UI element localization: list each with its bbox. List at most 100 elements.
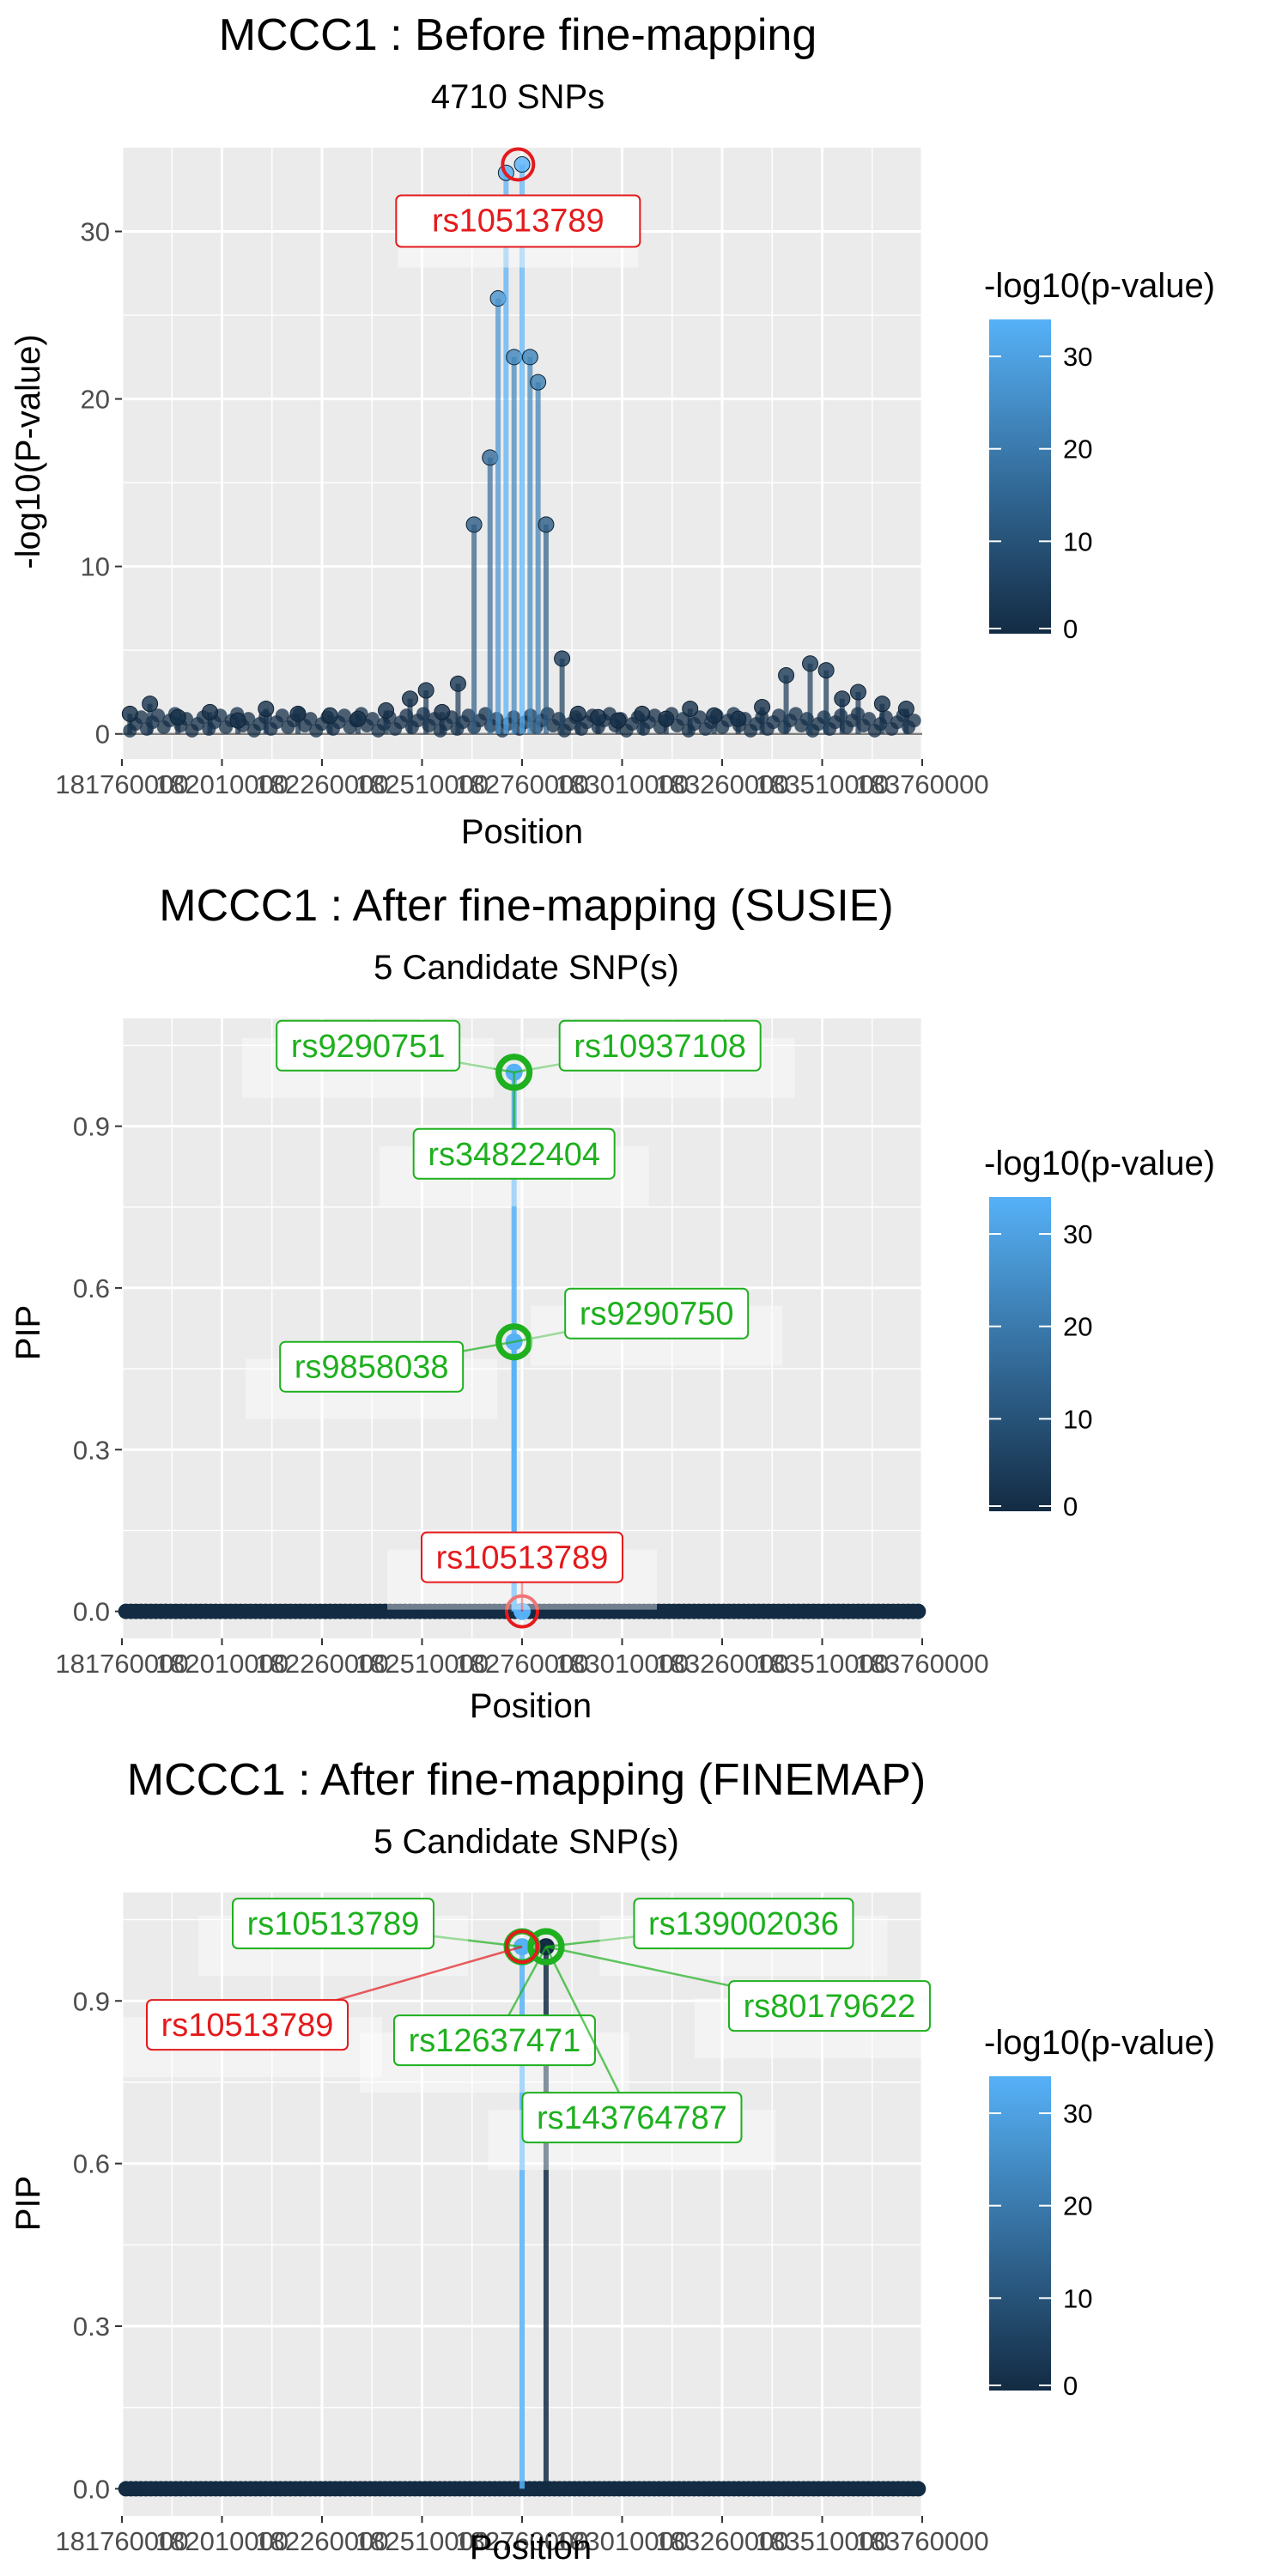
label-box: [564, 1287, 750, 1340]
snp-point: [142, 696, 159, 713]
snp-point: [754, 699, 771, 716]
x-tick-label: 183260000: [655, 1649, 788, 1679]
label-box: [521, 2092, 743, 2144]
y-tick-label: 0.9: [73, 1112, 110, 1142]
x-axis-label: Position: [461, 813, 583, 851]
x-tick-label: 181760000: [55, 769, 188, 799]
label-box: [558, 1019, 762, 1072]
x-tick-label: 182510000: [355, 769, 489, 799]
snp-point: [202, 703, 219, 720]
x-tick-label: 182760000: [455, 1649, 588, 1679]
snp-point: [910, 2481, 927, 2497]
panel-before-fine-mapping: MCCC1 : Before fine-mapping 4710 SNPs 0 1…: [9, 10, 1215, 851]
x-tick-label: 183510000: [756, 1649, 889, 1679]
chart-title: MCCC1 : After fine-mapping (FINEMAP): [127, 1755, 926, 1805]
candidate-label: rs10513789: [436, 1540, 609, 1577]
candidate-label: rs10513789: [247, 1906, 420, 1942]
candidate-label: rs80179622: [744, 1989, 916, 2025]
colorbar-tick-label: 0: [1063, 614, 1078, 644]
colorbar: 0 10 20 30: [989, 319, 1092, 644]
y-tick-label: 0.3: [73, 1435, 110, 1465]
y-tick-label: 30: [81, 217, 110, 247]
label-box: [276, 1019, 461, 1072]
snp-point: [337, 708, 352, 723]
y-tick-label: 0.0: [73, 2474, 110, 2504]
candidate-marker: [495, 1323, 533, 1361]
label-box: [232, 1898, 434, 1950]
snp-point: [590, 708, 607, 726]
y-axis-label: -log10(P-value): [9, 334, 47, 568]
label-leader: [544, 1946, 634, 2119]
candidate-label: rs143764787: [537, 2100, 727, 2136]
x-tick-label: 183010000: [556, 769, 689, 799]
y-tick-label: 0.0: [73, 1597, 110, 1627]
snp-point: [449, 675, 466, 692]
y-tick-label: 0.6: [73, 1273, 110, 1303]
plot-area: 0.00.30.60.91817600001820100001822600001…: [55, 1893, 989, 2556]
candidate-label: rs34822404: [428, 1137, 600, 1173]
snp-point: [258, 700, 275, 717]
label-box: [421, 1531, 623, 1583]
x-tick-label: 183260000: [655, 769, 788, 799]
label-box: [412, 1127, 616, 1180]
snp-point: [151, 708, 166, 723]
snp-point: [849, 683, 866, 701]
x-tick-label: 183010000: [556, 1649, 689, 1679]
snp-point: [530, 374, 547, 391]
snp-point: [402, 690, 419, 708]
snp-point: [771, 708, 786, 723]
snp-point: [569, 705, 586, 722]
label-box: [146, 1999, 349, 2051]
snp-point: [778, 666, 795, 683]
snp-point: [873, 696, 890, 713]
snp-point: [554, 650, 571, 667]
snp-point: [289, 705, 307, 722]
panel-susie: MCCC1 : After fine-mapping (SUSIE) 5 Can…: [9, 881, 1215, 1725]
snp-point: [465, 516, 483, 533]
candidate-marker: [527, 1928, 565, 1965]
y-tick-label: 0: [95, 720, 110, 750]
plot-area: 0.00.30.60.91817600001820100001822600001…: [55, 1018, 989, 1679]
colorbar-gradient: [989, 1197, 1051, 1511]
snp-point: [610, 712, 627, 729]
snp-point: [862, 712, 877, 726]
chart-subtitle: 4710 SNPs: [431, 78, 605, 116]
x-tick-label: 183260000: [655, 2526, 788, 2556]
x-tick-label: 182010000: [155, 1649, 289, 1679]
x-tick-label: 183010000: [556, 2526, 689, 2556]
label-box: [279, 1340, 465, 1393]
chart-subtitle: 5 Candidate SNP(s): [374, 949, 679, 987]
snp-point: [897, 700, 914, 717]
candidate-marker: [505, 1929, 539, 1965]
panel-finemap: MCCC1 : After fine-mapping (FINEMAP) 5 C…: [9, 1755, 1215, 2567]
colorbar-tick-label: 30: [1063, 342, 1092, 372]
snp-point: [682, 700, 699, 717]
colorbar-tick-label: 10: [1063, 1404, 1092, 1434]
candidate-label: rs9290751: [291, 1029, 446, 1065]
x-tick-label: 183760000: [855, 769, 988, 799]
snp-point: [907, 714, 921, 728]
lead-snp-label: rs10513789: [432, 204, 605, 240]
legend-title: -log10(p-value): [984, 267, 1215, 305]
x-tick-label: 182510000: [355, 2526, 489, 2556]
snp-point: [513, 156, 531, 173]
snp-point: [434, 703, 451, 720]
snp-point: [506, 349, 523, 366]
snp-point: [788, 707, 803, 721]
colorbar-tick-label: 20: [1063, 2191, 1092, 2221]
snp-point: [365, 712, 380, 726]
x-tick-label: 182510000: [355, 1649, 489, 1679]
x-tick-label: 182010000: [155, 769, 289, 799]
x-tick-label: 182760000: [455, 2526, 588, 2556]
legend-title: -log10(p-value): [984, 1145, 1215, 1182]
legend-title: -log10(p-value): [984, 2024, 1215, 2062]
colorbar: 0 10 20 30: [989, 2076, 1092, 2401]
plot-area: 0 10 20 30 181760000182010000182260000182510…: [55, 147, 989, 799]
snp-point: [817, 662, 835, 679]
x-tick-label: 183760000: [855, 2526, 988, 2556]
chart-title: MCCC1 : After fine-mapping (SUSIE): [159, 881, 893, 931]
x-tick-label: 183760000: [855, 1649, 988, 1679]
snp-point: [538, 516, 555, 533]
candidate-label: rs12637471: [409, 2023, 581, 2059]
